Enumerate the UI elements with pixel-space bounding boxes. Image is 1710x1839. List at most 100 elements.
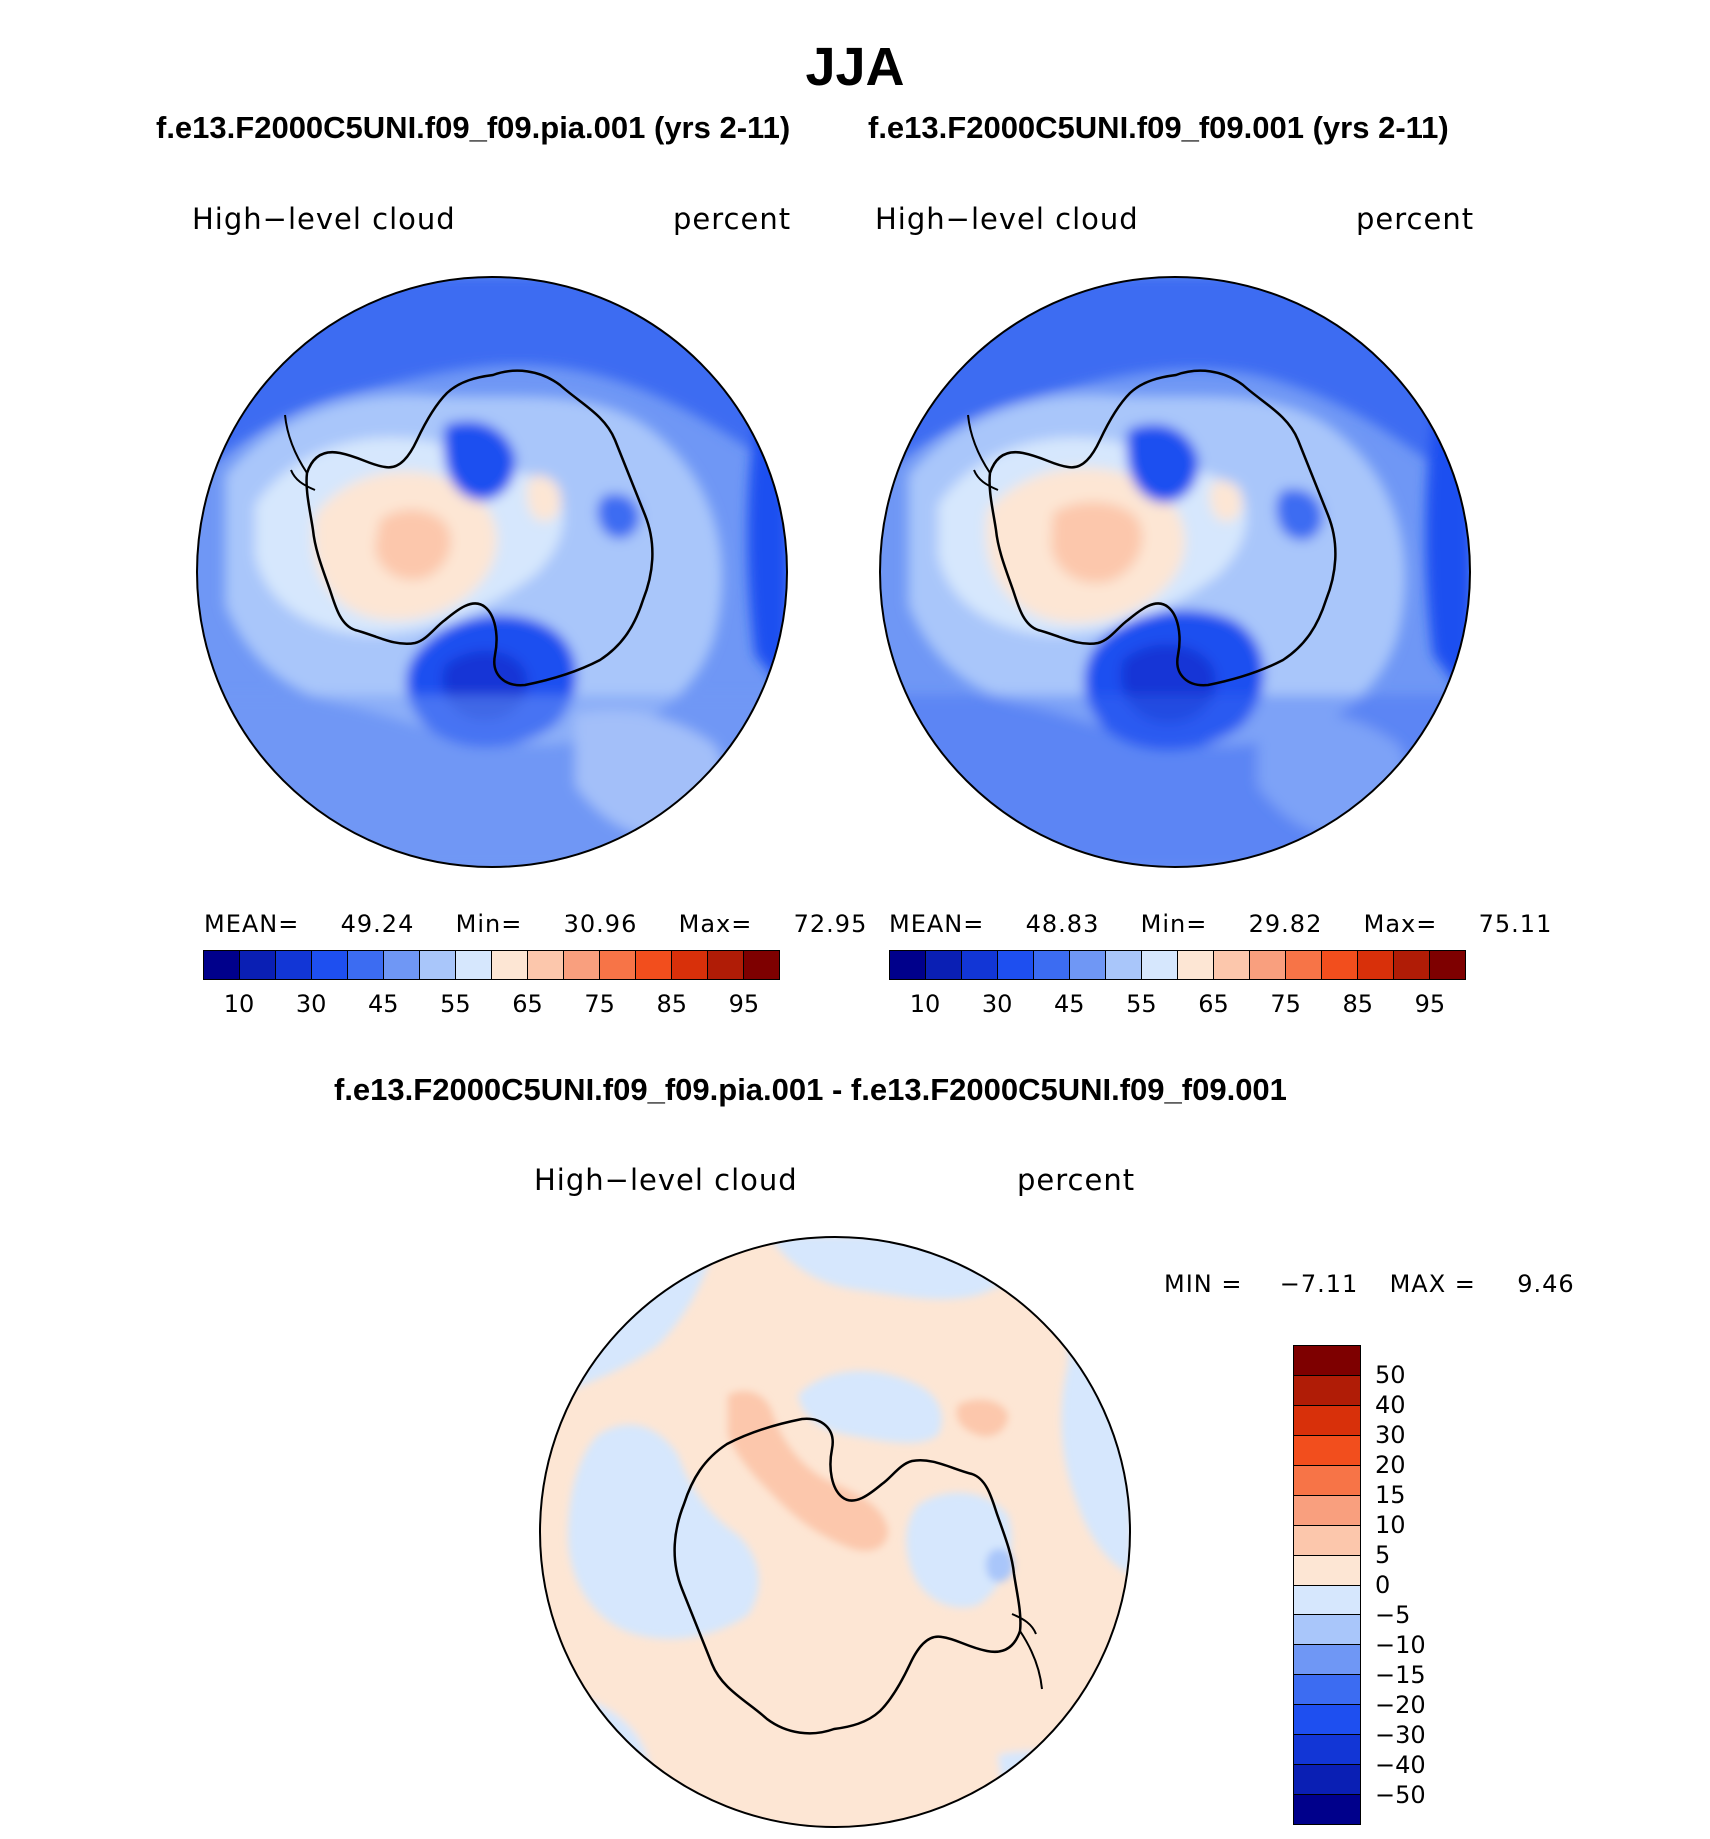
diff-colorbar-swatch (1294, 1465, 1360, 1496)
diff-colorbar-tick-label: 50 (1375, 1361, 1406, 1389)
diff-colorbar-swatch (1294, 1555, 1360, 1586)
panel-a-colorbar-tick-label: 10 (223, 990, 255, 1018)
panel-a-colorbar-swatch (384, 951, 420, 979)
diff-colorbar-tick-label: 0 (1375, 1571, 1391, 1599)
panel-a-colorbar-swatch (672, 951, 708, 979)
panel-a-colorbar-swatch (420, 951, 456, 979)
diff-min-value: −7.11 (1279, 1270, 1359, 1298)
diff-units-label: percent (1017, 1163, 1136, 1197)
panel-b-colorbar-swatch (1106, 951, 1142, 979)
panel-b-colorbar-tick-label: 10 (909, 990, 941, 1018)
panel-b-colorbar-swatch (926, 951, 962, 979)
diff-colorbar-swatch (1294, 1675, 1360, 1706)
panel-a-colorbar-swatch (744, 951, 779, 979)
panel-a-max-label: Max= (678, 910, 753, 938)
diff-colorbar-swatch (1294, 1705, 1360, 1736)
diff-min-label: MIN = (1164, 1270, 1243, 1298)
diff-colorbar-tick-label: −30 (1375, 1721, 1426, 1749)
panel-b-variable-label: High−level cloud (875, 202, 1139, 236)
panel-b-colorbar-swatch (1286, 951, 1322, 979)
diff-colorbar-tick-label: −40 (1375, 1751, 1426, 1779)
diff-colorbar-swatch (1294, 1645, 1360, 1676)
panel-b-colorbar-tick-label: 65 (1198, 990, 1229, 1018)
panel-a-max-value: 72.95 (793, 910, 868, 938)
diff-colorbar (1293, 1345, 1361, 1825)
panel-b-colorbar-swatch (890, 951, 926, 979)
panel-b-min-label: Min= (1140, 910, 1208, 938)
diff-colorbar-ticks: 50 40 30 20 15 10 5 0 −5 −10 −15 −20 −30 −40 −50 (1375, 1345, 1455, 1825)
panel-a-min-label: Min= (455, 910, 523, 938)
panel-b-colorbar-swatch (1034, 951, 1070, 979)
panel-b-colorbar-tick-label: 55 (1126, 990, 1157, 1018)
panel-b-max-value: 75.11 (1478, 910, 1553, 938)
diff-colorbar-swatch (1294, 1735, 1360, 1766)
panel-a-colorbar-tick-label: 65 (512, 990, 543, 1018)
panel-b-colorbar-swatch (1394, 951, 1430, 979)
panel-a-colorbar-swatch (636, 951, 672, 979)
diff-colorbar-tick-label: 20 (1375, 1451, 1406, 1479)
panel-a-colorbar-swatch (600, 951, 636, 979)
panel-a-variable-label: High−level cloud (192, 202, 456, 236)
panel-b-colorbar-swatch (1070, 951, 1106, 979)
diff-max-value: 9.46 (1517, 1270, 1575, 1298)
diff-colorbar-tick-label: −20 (1375, 1691, 1426, 1719)
panel-a-colorbar-swatch (456, 951, 492, 979)
panel-b-colorbar-swatch (1358, 951, 1394, 979)
page-title: JJA (805, 37, 905, 97)
panel-b-colorbar-tick-label: 45 (1054, 990, 1085, 1018)
panel-a-colorbar-swatch (276, 951, 312, 979)
panel-b-colorbar-tick-label: 75 (1270, 990, 1301, 1018)
diff-colorbar-swatch (1294, 1525, 1360, 1556)
diff-max-label: MAX = (1389, 1270, 1476, 1298)
diff-variable-label: High−level cloud (534, 1163, 798, 1197)
panel-b-colorbar-tick-label: 30 (981, 990, 1013, 1018)
panel-b-stats: MEAN= 48.83 Min= 29.82 Max= 75.11 (889, 910, 1552, 938)
panel-a-colorbar-swatch (240, 951, 276, 979)
panel-b-min-value: 29.82 (1248, 910, 1323, 938)
diff-colorbar-swatch (1294, 1405, 1360, 1436)
panel-a-colorbar-swatch (348, 951, 384, 979)
panel-b-max-label: Max= (1363, 910, 1438, 938)
panel-a-colorbar-swatch (204, 951, 240, 979)
panel-b-mean-label: MEAN= (889, 910, 985, 938)
panel-a-min-value: 30.96 (563, 910, 638, 938)
panel-a-colorbar-swatch (528, 951, 564, 979)
panel-a-colorbar-ticks: 10 30 45 55 65 75 85 95 (203, 990, 780, 1020)
panel-a-colorbar-tick-label: 30 (295, 990, 327, 1018)
panel-a-colorbar-tick-label: 45 (368, 990, 399, 1018)
panel-b-units-label: percent (1356, 202, 1475, 236)
diff-colorbar-tick-label: 5 (1375, 1541, 1391, 1569)
panel-a-colorbar-swatch (312, 951, 348, 979)
diff-map (539, 1236, 1131, 1828)
panel-a-case-title: f.e13.F2000C5UNI.f09_f09.pia.001 (yrs 2-… (156, 110, 791, 145)
panel-b-colorbar-swatch (962, 951, 998, 979)
panel-a-map (196, 276, 788, 868)
diff-colorbar-tick-label: −15 (1375, 1661, 1426, 1689)
diff-colorbar-tick-label: 40 (1375, 1391, 1406, 1419)
panel-a-colorbar-tick-label: 75 (584, 990, 615, 1018)
diff-colorbar-swatch (1294, 1346, 1360, 1376)
panel-a-colorbar-tick-label: 85 (656, 990, 688, 1018)
panel-b-colorbar-swatch (998, 951, 1034, 979)
panel-a-colorbar-swatch (564, 951, 600, 979)
diff-colorbar-swatch (1294, 1765, 1360, 1796)
panel-a-colorbar-swatch (492, 951, 528, 979)
diff-colorbar-swatch (1294, 1795, 1360, 1824)
panel-a-units-label: percent (673, 202, 792, 236)
diff-colorbar-tick-label: −5 (1375, 1601, 1411, 1629)
panel-a-mean-label: MEAN= (204, 910, 300, 938)
diff-case-title: f.e13.F2000C5UNI.f09_f09.pia.001 - f.e13… (334, 1072, 1287, 1107)
panel-b-mean-value: 48.83 (1025, 910, 1100, 938)
panel-a-colorbar-swatch (708, 951, 744, 979)
diff-colorbar-swatch (1294, 1495, 1360, 1526)
panel-b-map (879, 276, 1471, 868)
diff-stats: MIN = −7.11 MAX = 9.46 (1164, 1270, 1575, 1298)
diff-colorbar-tick-label: 30 (1375, 1421, 1406, 1449)
panel-b-colorbar-swatch (1142, 951, 1178, 979)
panel-b-colorbar-ticks: 10 30 45 55 65 75 85 95 (889, 990, 1466, 1020)
diff-colorbar-swatch (1294, 1585, 1360, 1616)
panel-b-case-title: f.e13.F2000C5UNI.f09_f09.001 (yrs 2-11) (868, 110, 1449, 145)
diff-colorbar-tick-label: −10 (1375, 1631, 1426, 1659)
diff-colorbar-tick-label: −50 (1375, 1781, 1426, 1809)
panel-a-colorbar (203, 950, 780, 980)
